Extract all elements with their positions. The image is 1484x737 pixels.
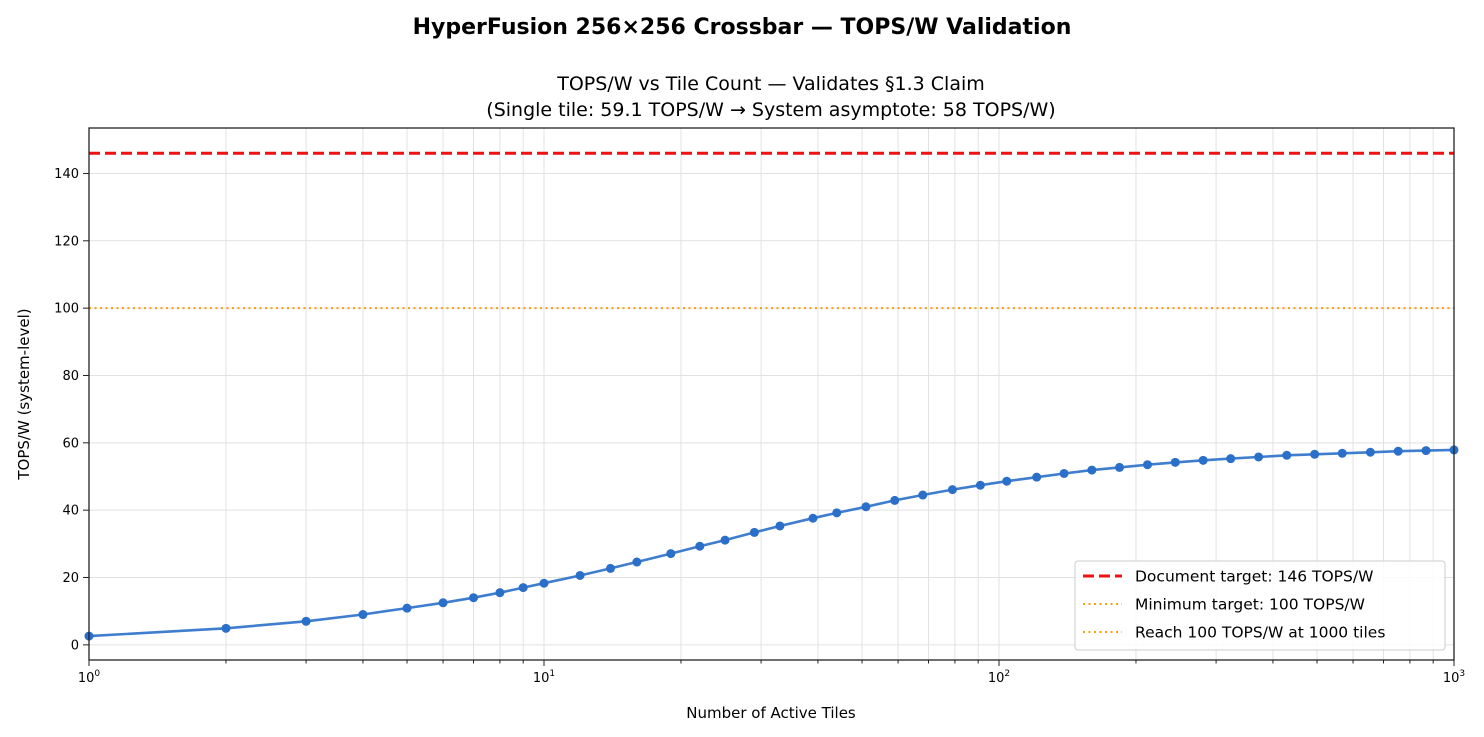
data-point	[1170, 457, 1180, 467]
y-axis-label: TOPS/W (system-level)	[15, 308, 33, 480]
data-point	[666, 549, 676, 559]
data-point	[1421, 446, 1431, 456]
suptitle: HyperFusion 256×256 Crossbar — TOPS/W Va…	[413, 15, 1072, 40]
data-point	[720, 535, 730, 545]
data-point	[832, 508, 842, 518]
chart-title-line1: TOPS/W vs Tile Count — Validates §1.3 Cl…	[556, 73, 985, 95]
y-tick-label: 60	[62, 436, 79, 451]
x-axis-label: Number of Active Tiles	[686, 704, 856, 722]
data-point	[1254, 452, 1264, 462]
data-point	[1059, 468, 1069, 478]
legend-label: Document target: 146 TOPS/W	[1135, 568, 1373, 586]
data-point	[1337, 448, 1347, 458]
y-tick-label: 100	[54, 302, 79, 317]
data-point	[1365, 447, 1375, 457]
chart-title-line2: (Single tile: 59.1 TOPS/W → System asymp…	[486, 99, 1055, 121]
data-point	[1087, 465, 1097, 475]
data-point	[775, 521, 785, 531]
y-tick-label: 40	[62, 504, 79, 519]
data-point	[1310, 449, 1320, 459]
y-tick-label: 80	[62, 369, 79, 384]
x-tick-label: 103	[1443, 669, 1465, 686]
data-point	[808, 513, 818, 523]
data-point	[221, 623, 231, 633]
reference-lines	[89, 151, 1454, 310]
data-point	[539, 578, 549, 588]
data-point	[402, 603, 412, 613]
y-tick-label: 140	[54, 167, 79, 182]
legend-label: Reach 100 TOPS/W at 1000 tiles	[1135, 624, 1385, 642]
data-point	[695, 541, 705, 551]
data-point	[749, 527, 759, 537]
x-tick-label: 100	[78, 669, 101, 686]
data-point	[1002, 476, 1012, 486]
data-point	[632, 557, 642, 567]
data-point	[605, 563, 615, 573]
data-point	[1226, 454, 1236, 464]
data-point	[438, 598, 448, 608]
data-point	[1142, 460, 1152, 470]
data-point	[575, 570, 585, 580]
data-point	[469, 593, 479, 603]
data-point	[975, 480, 985, 490]
data-point	[947, 485, 957, 495]
data-point	[1198, 455, 1208, 465]
data-point	[890, 495, 900, 505]
axis-ticks: 0 20 40 60 80 100 120 140 100 101 102 103	[54, 167, 1465, 686]
data-point	[518, 583, 528, 593]
data-point	[358, 610, 368, 620]
data-point	[495, 588, 505, 598]
legend-label: Minimum target: 100 TOPS/W	[1135, 596, 1365, 614]
data-point	[1393, 446, 1403, 456]
legend: Document target: 146 TOPS/W Minimum targe…	[1074, 560, 1446, 651]
x-tick-label: 102	[988, 669, 1010, 686]
data-point	[918, 490, 928, 500]
data-point	[1282, 450, 1292, 460]
x-tick-label: 101	[533, 669, 555, 686]
legend-box	[1074, 560, 1446, 651]
plot-frame	[88, 127, 1455, 661]
y-tick-label: 0	[71, 638, 79, 653]
data-point	[1032, 472, 1042, 482]
y-tick-label: 120	[54, 234, 79, 249]
data-point	[1114, 462, 1124, 472]
data-point	[301, 616, 311, 626]
y-tick-label: 20	[62, 571, 79, 586]
data-point	[861, 502, 871, 512]
